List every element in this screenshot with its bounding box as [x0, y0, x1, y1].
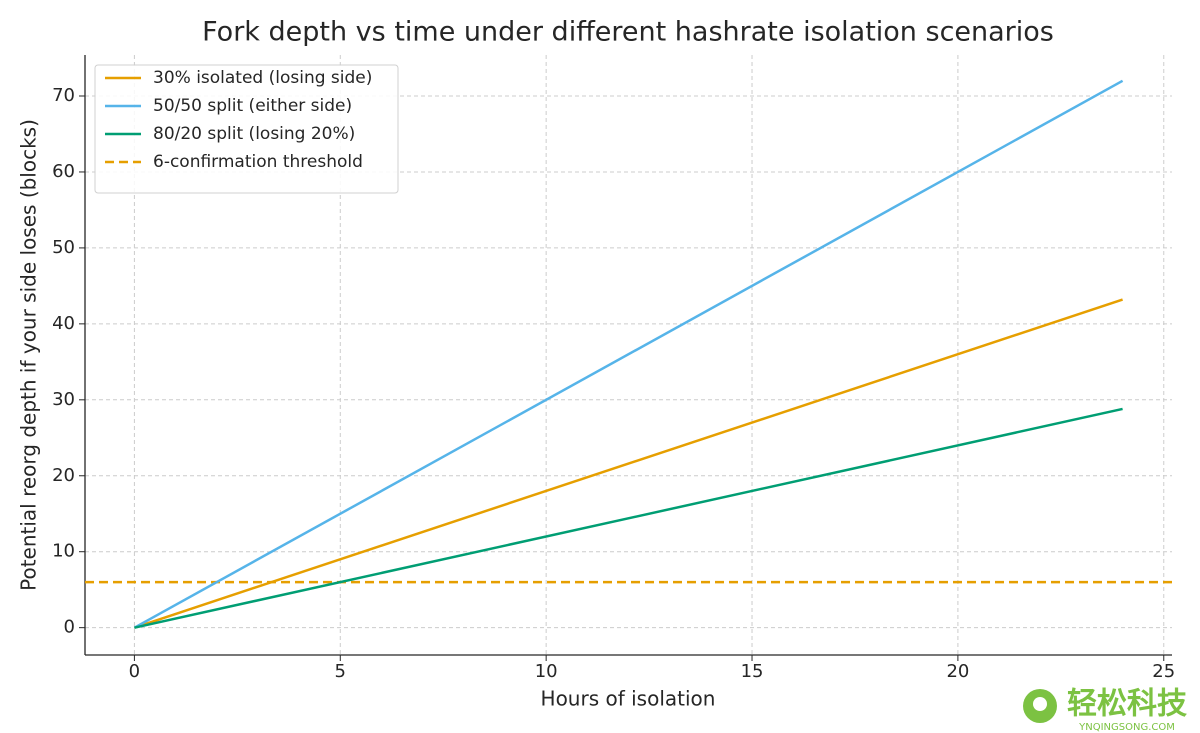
- x-tick-label: 5: [335, 661, 346, 682]
- watermark-subtext: YNQINGSONG.COM: [1078, 722, 1175, 733]
- x-tick-label: 25: [1152, 661, 1175, 682]
- x-tick-label: 0: [129, 661, 140, 682]
- x-tick-label: 15: [741, 661, 764, 682]
- series-line: [134, 298, 1123, 629]
- legend-box: [94, 64, 399, 194]
- legend-label: 80/20 split (losing 20%): [153, 124, 355, 144]
- y-tick-label: 0: [64, 617, 75, 638]
- series-line: [133, 79, 1124, 629]
- y-tick-label: 50: [52, 237, 75, 258]
- y-axis-label: Potential reorg depth if your side loses…: [17, 119, 41, 591]
- chart-title: Fork depth vs time under different hashr…: [202, 17, 1054, 48]
- y-tick-label: 40: [52, 313, 75, 334]
- y-tick-label: 60: [52, 161, 75, 182]
- x-tick-label: 10: [535, 661, 558, 682]
- x-tick-label: 20: [946, 661, 969, 682]
- series-line: [134, 407, 1123, 629]
- y-tick-label: 70: [52, 85, 75, 106]
- watermark: 轻松科技 YNQINGSONG.COM: [1023, 687, 1187, 733]
- y-tick-label: 20: [52, 465, 75, 486]
- y-tick-label: 30: [52, 389, 75, 410]
- x-axis-label: Hours of isolation: [541, 687, 716, 711]
- legend-label: 30% isolated (losing side): [153, 68, 372, 88]
- y-tick-label: 10: [52, 541, 75, 562]
- legend-label: 6-confirmation threshold: [153, 152, 363, 172]
- watermark-text: 轻松科技: [1067, 687, 1187, 722]
- watermark-icon-eye: [1033, 697, 1047, 711]
- legend-label: 50/50 split (either side): [153, 96, 352, 116]
